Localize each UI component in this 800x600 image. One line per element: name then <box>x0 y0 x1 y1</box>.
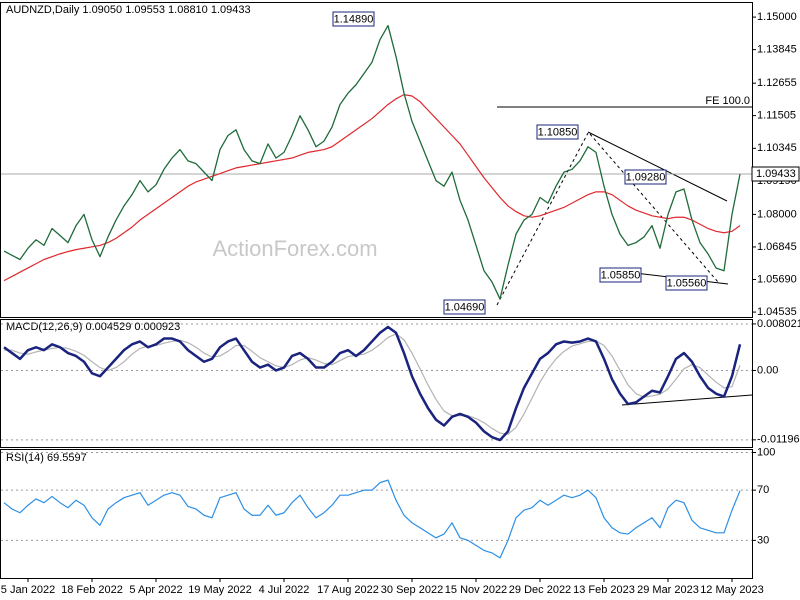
annotation: 1.14890 <box>334 13 374 25</box>
annotation: 1.04690 <box>445 301 485 313</box>
x-tick-label: 15 Nov 2022 <box>445 584 507 596</box>
y-tick-label: 1.12655 <box>757 77 797 89</box>
annotation-box <box>624 169 667 185</box>
y-tick-label: 30 <box>757 534 769 546</box>
macd-panel <box>0 319 753 448</box>
trend-line <box>587 131 728 202</box>
annotations: 1.14890 1.10850 1.09280 1.05850 1.05560 … <box>332 11 708 315</box>
y-tick-label: 1.11505 <box>757 110 796 122</box>
rsi-panel <box>0 449 753 579</box>
annotation-box <box>599 267 642 283</box>
y-tick-label: 0.00 <box>757 364 778 376</box>
last-price-label: 1.09433 <box>756 168 796 180</box>
price-title: AUDNZD,Daily 1.09050 1.09553 1.08810 1.0… <box>6 4 251 16</box>
y-tick-label: 1.15000 <box>757 11 797 23</box>
x-tick-label: 18 Feb 2022 <box>61 584 123 596</box>
series-line <box>3 24 741 300</box>
series-line <box>3 94 741 282</box>
x-tick-label: 5 Apr 2022 <box>129 584 182 596</box>
x-tick-label: 13 Feb 2023 <box>573 584 635 596</box>
y-tick-label: 1.06845 <box>757 241 797 253</box>
x-tick-label: 5 Jan 2022 <box>1 584 55 596</box>
trend-line <box>496 132 589 306</box>
annotation-box <box>443 299 486 315</box>
x-tick-label: 29 Mar 2023 <box>637 584 699 596</box>
annotation: 1.10850 <box>538 126 578 138</box>
x-tick-label: 17 Aug 2022 <box>317 584 379 596</box>
x-tick-label: 19 May 2022 <box>188 584 252 596</box>
annotation-box <box>332 11 375 27</box>
macd-title: MACD(12,26,9) 0.004529 0.000923 <box>6 321 180 333</box>
x-tick-label: 4 Jul 2022 <box>259 584 310 596</box>
annotation: 1.05850 <box>601 269 641 281</box>
y-tick-label: 1.13845 <box>757 44 797 56</box>
y-tick-label: 1.05690 <box>757 273 797 285</box>
x-tick-label: 30 Sep 2022 <box>381 584 443 596</box>
fe-label: FE 100.0 <box>705 95 750 107</box>
last-price-box <box>751 166 800 182</box>
trend-line <box>589 133 719 283</box>
rsi-title: RSI(14) 69.5597 <box>6 452 87 464</box>
annotation: 1.09280 <box>626 171 666 183</box>
annotation-box <box>536 124 579 140</box>
series-line <box>3 479 741 559</box>
y-tick-label: 1.04535 <box>757 306 797 318</box>
y-tick-label: -0.011962 <box>757 434 800 446</box>
watermark: ActionForex.com <box>212 236 377 261</box>
price-panel <box>0 2 753 318</box>
y-tick-label: 70 <box>757 484 769 496</box>
x-tick-label: 29 Dec 2022 <box>509 584 571 596</box>
y-tick-label: 100 <box>757 446 775 458</box>
annotation-box <box>665 275 708 291</box>
annotation: 1.05560 <box>667 277 707 289</box>
y-tick-label: 1.10345 <box>757 142 797 154</box>
x-tick-label: 12 May 2023 <box>700 584 764 596</box>
divergence-line <box>621 394 753 406</box>
y-tick-label: 0.008021 <box>757 318 800 330</box>
series-line <box>3 325 742 442</box>
series-line <box>4 333 741 435</box>
y-tick-label: 1.08000 <box>757 208 797 220</box>
